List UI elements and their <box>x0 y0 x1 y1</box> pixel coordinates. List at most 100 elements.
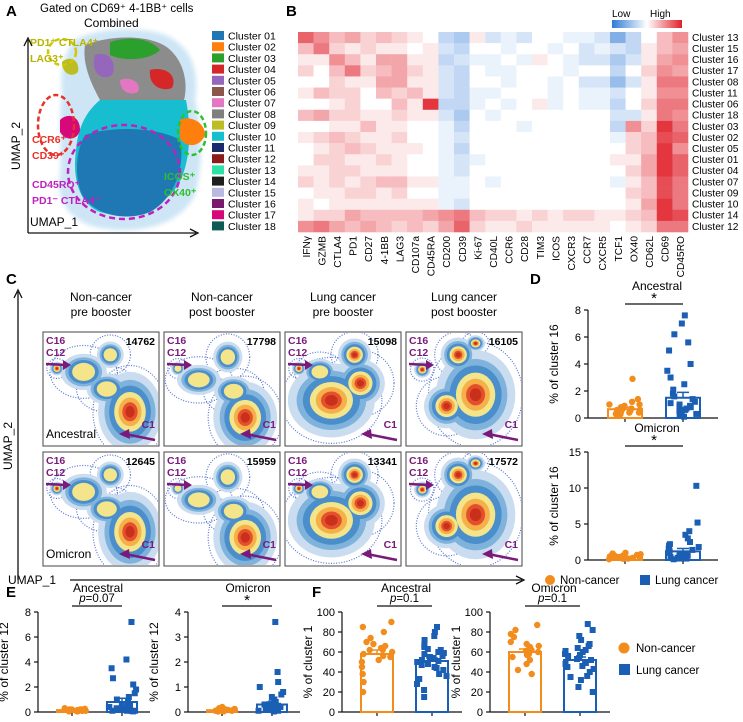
heatmap-cell <box>516 220 533 233</box>
umap-label-c1: C1 <box>263 419 277 431</box>
significance-label: * <box>244 592 250 609</box>
data-point <box>689 396 696 403</box>
heatmap-cell <box>516 109 533 122</box>
legend-label-cluster-08: Cluster 08 <box>228 109 276 121</box>
heatmap-cell <box>563 32 580 44</box>
legend-f-lung-cancer-label: Lung cancer <box>636 665 699 677</box>
heatmap-cell <box>594 143 611 155</box>
heatmap-cell <box>578 209 595 222</box>
legend-f-lung-cancer-marker <box>619 664 630 675</box>
data-point <box>130 681 137 688</box>
heatmap-cell <box>656 120 673 133</box>
data-point <box>123 707 130 714</box>
heatmap-cell <box>594 120 611 133</box>
data-point <box>695 544 702 551</box>
heatmap-cell <box>672 109 689 122</box>
heatmap-cell <box>329 109 346 122</box>
heatmap-cell <box>563 220 580 233</box>
heatmap-cell <box>329 43 346 55</box>
plot-y-tick-label: 4 <box>175 607 181 619</box>
heatmap-cell <box>656 98 673 111</box>
heatmap-cell <box>298 143 314 155</box>
heatmap-cell <box>469 198 486 211</box>
heatmap-cell <box>391 209 408 222</box>
data-point <box>424 661 431 667</box>
heatmap-row-label: Cluster 13 <box>692 33 739 44</box>
heatmap-cell <box>500 98 517 111</box>
heatmap-cell <box>391 220 408 233</box>
umap-density-contour <box>421 488 424 491</box>
umap-region-cluster-01 <box>76 128 182 217</box>
heatmap-cell <box>485 65 502 77</box>
data-point <box>666 541 673 548</box>
umap-arrow-c1-head <box>119 429 130 439</box>
heatmap-color-bar <box>612 20 682 28</box>
legend-d-non-cancer-label: Non-cancer <box>560 575 620 587</box>
plot-y-tick-label: 0 <box>477 707 483 719</box>
heatmap-cell <box>438 98 455 111</box>
heatmap-cell <box>485 54 502 66</box>
heatmap-cell <box>344 65 361 77</box>
heatmap-cell <box>344 132 361 144</box>
heatmap-cell <box>407 120 424 133</box>
umap-density-contour <box>325 395 338 406</box>
heatmap-cell <box>454 176 470 188</box>
data-point <box>629 375 636 383</box>
heatmap-cell <box>500 43 517 55</box>
plot-title: Omicron <box>225 581 270 595</box>
heatmap-cell <box>516 87 533 99</box>
heatmap-col-label: CD69 <box>661 236 672 262</box>
data-point <box>693 482 700 489</box>
data-point <box>113 696 120 703</box>
heatmap-cell <box>422 87 439 99</box>
umap-cell-count: 16105 <box>489 336 518 348</box>
heatmap-cell <box>329 220 346 233</box>
umap-density-contour <box>187 492 210 508</box>
heatmap-cell <box>578 54 595 66</box>
heatmap-cell <box>500 209 517 222</box>
heatmap-cell <box>672 76 689 88</box>
data-point <box>637 551 644 558</box>
data-point <box>669 390 676 397</box>
heatmap-cell <box>454 132 470 144</box>
data-point <box>65 707 72 714</box>
data-point <box>78 707 86 714</box>
heatmap-cell <box>313 198 330 211</box>
heatmap-cell <box>610 220 626 233</box>
heatmap-cell <box>625 176 642 188</box>
heatmap-cell <box>376 132 392 144</box>
panel-c-letter: C <box>6 271 17 288</box>
heatmap-cell <box>610 176 626 188</box>
data-point <box>564 664 571 670</box>
heatmap-cell <box>469 32 486 44</box>
heatmap-legend-high: High <box>650 9 671 20</box>
data-point <box>280 689 287 695</box>
heatmap-cell <box>547 76 564 88</box>
heatmap-cell <box>407 143 424 155</box>
umap-arrow-c16-head <box>184 480 192 490</box>
heatmap-cell <box>532 187 548 199</box>
umap-halo <box>286 356 383 444</box>
data-point <box>534 648 542 656</box>
heatmap-cell <box>407 87 424 99</box>
heatmap-col-label: CD200 <box>442 236 453 268</box>
heatmap-cell <box>313 120 330 133</box>
umap-region-cluster-09 <box>62 58 79 75</box>
legend-swatch-cluster-15 <box>212 187 224 197</box>
umap-arrow-c1-head <box>361 429 372 439</box>
umap-cell-count: 13341 <box>368 456 397 468</box>
data-point <box>628 405 635 412</box>
legend-swatch-cluster-04 <box>212 64 224 74</box>
heatmap-cell <box>469 120 486 133</box>
heatmap-cell <box>656 65 673 77</box>
umap-density-contour <box>356 499 364 507</box>
umap-density-contour <box>474 342 477 345</box>
heatmap-cell <box>454 154 470 166</box>
data-point <box>275 707 282 714</box>
heatmap-cell <box>469 220 486 233</box>
heatmap-cell <box>500 132 517 144</box>
heatmap-cell <box>298 165 314 177</box>
heatmap-cell <box>656 43 673 55</box>
